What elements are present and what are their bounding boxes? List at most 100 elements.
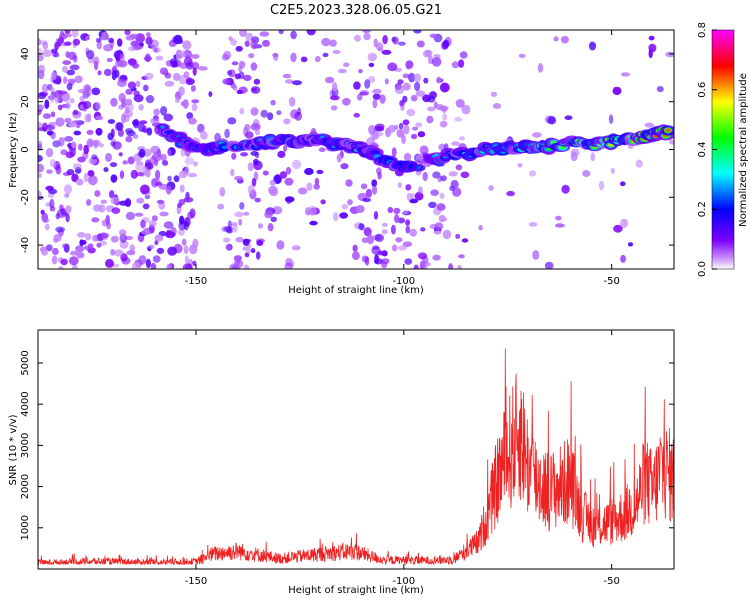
heatmap-cell-819 xyxy=(190,54,200,59)
heatmap-cell-636 xyxy=(402,119,410,126)
heatmap-cell-341 xyxy=(379,94,386,104)
heatmap-cell-64 xyxy=(105,152,112,162)
heatmap-cell-699 xyxy=(53,238,59,243)
heatmap-cell-887 xyxy=(183,245,189,255)
heatmap-cell-475 xyxy=(87,243,94,249)
heatmap-cell-104 xyxy=(44,223,50,231)
heatmap-cell-933 xyxy=(242,238,250,246)
heatmap-cell-267 xyxy=(159,211,169,217)
heatmap-cell-237 xyxy=(250,248,256,254)
heatmap-cell-695 xyxy=(73,163,82,170)
heatmap-cell-874 xyxy=(506,190,515,197)
heatmap-cell-668 xyxy=(358,223,365,231)
heatmap-cell-900 xyxy=(64,41,72,46)
heatmap-y-ticks: -40 -20 0 20 40 xyxy=(20,48,674,253)
heatmap-cell-309 xyxy=(398,122,404,130)
colorbar-ticks: 0.0 0.2 0.4 0.6 0.8 xyxy=(697,22,717,277)
heatmap-cell-629 xyxy=(143,84,149,92)
heatmap-cell-686 xyxy=(419,260,426,269)
heatmap-cell-729 xyxy=(362,197,372,203)
heatmap-cell-651 xyxy=(159,67,168,75)
heatmap-cell-829 xyxy=(136,161,144,166)
heatmap-cell-884 xyxy=(400,104,405,111)
heatmap-cell-671 xyxy=(208,91,213,97)
heatmap-cell-117 xyxy=(50,111,56,118)
heatmap-cell-379 xyxy=(355,205,365,213)
heatmap-cell-596 xyxy=(142,125,147,134)
heatmap-cell-339 xyxy=(136,197,145,204)
heatmap-cell-419 xyxy=(190,85,196,92)
heatmap-cell-276 xyxy=(119,233,127,243)
heatmap-cell-327 xyxy=(250,107,259,116)
heatmap-cell-661 xyxy=(306,182,313,191)
heatmap-cell-879 xyxy=(96,40,102,50)
heatmap-cell-832 xyxy=(83,84,91,93)
heatmap-cell-836 xyxy=(279,171,288,179)
heatmap-cell-218 xyxy=(49,198,55,209)
heatmap-cell-780 xyxy=(627,242,634,247)
heatmap-cell-894 xyxy=(38,190,42,199)
heatmap-cell-251 xyxy=(244,252,250,258)
heatmap-cell-789 xyxy=(110,174,118,183)
heatmap-cell-489 xyxy=(73,130,82,136)
heatmap-cell-721 xyxy=(87,170,95,177)
heatmap-cell-868 xyxy=(143,166,149,176)
heatmap-cell-556 xyxy=(439,120,448,128)
heatmap-cell-454 xyxy=(374,123,385,130)
snr-x-tick-label-0: -150 xyxy=(185,576,208,587)
heatmap-cell-329 xyxy=(243,264,250,269)
heatmap-cell-300 xyxy=(61,243,70,249)
snr-x-axis-label: Height of straight line (km) xyxy=(288,585,424,596)
heatmap-cell-242 xyxy=(290,30,297,40)
heatmap-cell-468 xyxy=(635,159,643,168)
heatmap-cell-252 xyxy=(177,203,182,208)
heatmap-cell-585 xyxy=(648,35,655,41)
heatmap-cell-378 xyxy=(93,140,98,149)
heatmap-cell-720 xyxy=(269,180,276,186)
heatmap-cell-598 xyxy=(141,229,151,235)
heatmap-cell-919 xyxy=(178,38,183,44)
heatmap-cell-346 xyxy=(144,72,154,80)
heatmap-cell-910 xyxy=(544,261,554,269)
heatmap-cell-530 xyxy=(371,179,378,188)
heatmap-cell-823 xyxy=(133,90,140,97)
heatmap-cell-210 xyxy=(656,86,664,93)
heatmap-cell-175 xyxy=(532,250,540,260)
heatmap-y-tick-label-3: 20 xyxy=(20,95,31,108)
heatmap-cell-915 xyxy=(322,52,329,58)
heatmap-cell-458 xyxy=(270,99,276,106)
heatmap-cell-82 xyxy=(458,254,465,259)
heatmap-cell-21 xyxy=(459,51,468,59)
heatmap-cell-407 xyxy=(232,84,238,91)
heatmap-cell-679 xyxy=(113,249,124,257)
heatmap-cell-840 xyxy=(226,229,233,234)
heatmap-cell-861 xyxy=(38,69,45,80)
heatmap-cell-411 xyxy=(109,190,115,199)
heatmap-cell-566 xyxy=(227,70,233,76)
heatmap-cell-927 xyxy=(400,134,406,144)
heatmap-cell-768 xyxy=(402,82,411,91)
heatmap-cell-771 xyxy=(432,254,441,261)
heatmap-cell-654 xyxy=(100,240,107,246)
heatmap-cell-880 xyxy=(193,161,198,167)
heatmap-cell-416 xyxy=(298,187,308,195)
heatmap-cell-159 xyxy=(142,203,150,210)
heatmap-cell-776 xyxy=(415,90,426,97)
heatmap-cell-437 xyxy=(452,187,462,197)
heatmap-cell-576 xyxy=(292,80,302,86)
heatmap-cell-93 xyxy=(86,138,94,148)
heatmap-cell-587 xyxy=(368,62,375,68)
heatmap-cell-84 xyxy=(411,133,418,140)
heatmap-cell-738 xyxy=(69,64,80,71)
heatmap-cell-282 xyxy=(306,30,316,36)
heatmap-cell-401 xyxy=(61,92,71,102)
heatmap-cell-754 xyxy=(84,245,90,251)
heatmap-cell-681 xyxy=(119,53,125,62)
heatmap-cell-859 xyxy=(405,184,412,191)
heatmap-cell-375 xyxy=(52,247,59,256)
heatmap-cell-877 xyxy=(93,204,102,212)
heatmap-cell-323 xyxy=(223,237,231,243)
heatmap-cell-619 xyxy=(60,258,68,266)
heatmap-cell-500 xyxy=(316,169,324,175)
heatmap-cell-683 xyxy=(387,62,398,72)
